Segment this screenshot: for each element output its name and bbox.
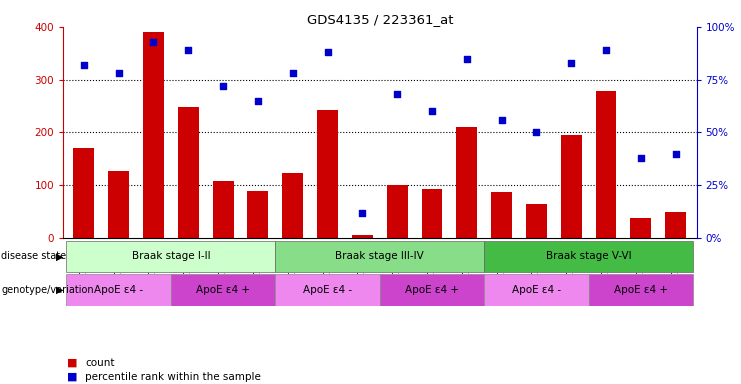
- Point: [531, 129, 542, 136]
- Text: ApoE ε4 -: ApoE ε4 -: [94, 285, 143, 295]
- Bar: [108, 171, 129, 238]
- Bar: [317, 110, 338, 238]
- Text: ApoE ε4 +: ApoE ε4 +: [196, 285, 250, 295]
- Bar: [422, 189, 442, 238]
- Bar: [247, 190, 268, 238]
- Bar: [484, 275, 588, 306]
- Text: ApoE ε4 +: ApoE ε4 +: [614, 285, 668, 295]
- Point: [217, 83, 229, 89]
- Point: [565, 60, 577, 66]
- Bar: [213, 181, 233, 238]
- Bar: [379, 275, 484, 306]
- Bar: [484, 241, 693, 272]
- Text: genotype/variation: genotype/variation: [1, 285, 94, 295]
- Point: [252, 98, 264, 104]
- Bar: [352, 235, 373, 238]
- Bar: [67, 275, 171, 306]
- Point: [147, 39, 159, 45]
- Bar: [73, 148, 94, 238]
- Point: [670, 151, 682, 157]
- Bar: [561, 135, 582, 238]
- Text: count: count: [85, 358, 115, 368]
- Text: ApoE ε4 -: ApoE ε4 -: [512, 285, 561, 295]
- Bar: [665, 212, 686, 238]
- Text: ▶: ▶: [56, 285, 63, 295]
- Point: [78, 62, 90, 68]
- Bar: [282, 173, 303, 238]
- Title: GDS4135 / 223361_at: GDS4135 / 223361_at: [307, 13, 453, 26]
- Text: ■: ■: [67, 358, 77, 368]
- Point: [287, 70, 299, 76]
- Text: Braak stage III-IV: Braak stage III-IV: [336, 251, 424, 262]
- Point: [426, 108, 438, 114]
- Text: ▶: ▶: [56, 251, 63, 262]
- Text: Braak stage I-II: Braak stage I-II: [132, 251, 210, 262]
- Point: [496, 117, 508, 123]
- Point: [461, 55, 473, 61]
- Point: [182, 47, 194, 53]
- Text: ■: ■: [67, 372, 77, 382]
- Bar: [276, 275, 379, 306]
- Bar: [491, 192, 512, 238]
- Text: ApoE ε4 -: ApoE ε4 -: [303, 285, 352, 295]
- Bar: [526, 204, 547, 238]
- Bar: [171, 275, 276, 306]
- Bar: [178, 107, 199, 238]
- Bar: [276, 241, 484, 272]
- Point: [391, 91, 403, 98]
- Bar: [631, 218, 651, 238]
- Text: percentile rank within the sample: percentile rank within the sample: [85, 372, 261, 382]
- Point: [635, 155, 647, 161]
- Point: [113, 70, 124, 76]
- Point: [600, 47, 612, 53]
- Bar: [456, 127, 477, 238]
- Text: ApoE ε4 +: ApoE ε4 +: [405, 285, 459, 295]
- Bar: [143, 32, 164, 238]
- Text: Braak stage V-VI: Braak stage V-VI: [546, 251, 631, 262]
- Bar: [596, 91, 617, 238]
- Bar: [387, 185, 408, 238]
- Bar: [67, 241, 276, 272]
- Bar: [588, 275, 693, 306]
- Text: disease state: disease state: [1, 251, 67, 262]
- Point: [356, 210, 368, 216]
- Point: [322, 49, 333, 55]
